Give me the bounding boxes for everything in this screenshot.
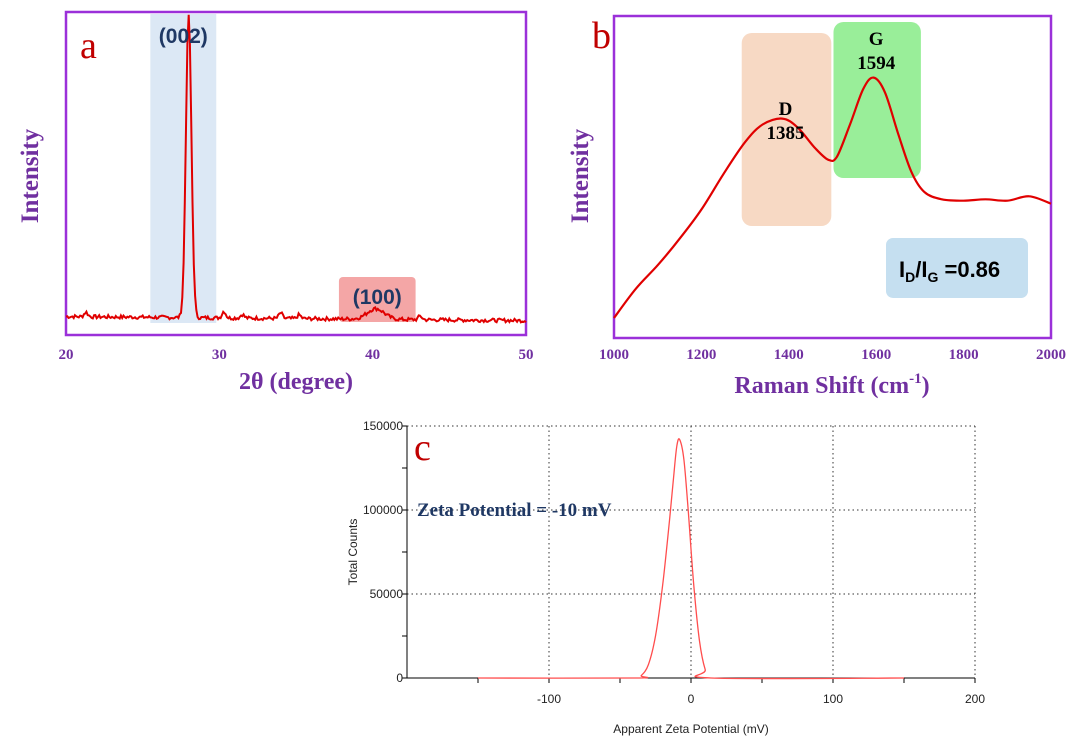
panel-c-y-tick-50000: 50000 bbox=[370, 587, 404, 601]
panel-a-peak-labels: (002) (100) bbox=[159, 25, 402, 309]
panel-a-x-tick-40: 40 bbox=[365, 347, 380, 363]
panel-c-y-ticks: 0 50000 100000 150000 bbox=[363, 419, 403, 685]
panel-b-letter: b bbox=[592, 15, 611, 57]
panel-c-x-axis-label: Apparent Zeta Potential (mV) bbox=[613, 722, 768, 736]
ratio-i1: I bbox=[899, 257, 905, 282]
panel-b-band-box-0 bbox=[741, 33, 832, 226]
panel-a-x-tick-30: 30 bbox=[212, 347, 227, 363]
panel-a-xrd-line bbox=[65, 14, 527, 324]
panel-c-x-tick--100: -100 bbox=[537, 692, 561, 706]
panel-c-y-tick-100000: 100000 bbox=[363, 503, 403, 517]
panel-a-highlight-1 bbox=[338, 277, 416, 322]
panel-b-band-labels: D 1385 G 1594 bbox=[767, 29, 896, 144]
panel-b-band-position-0: 1385 bbox=[767, 123, 805, 144]
panel-c-y-axis-label: Total Counts bbox=[346, 519, 360, 586]
panel-b-x-tick-1200: 1200 bbox=[686, 347, 716, 363]
panel-b-raman-line bbox=[613, 76, 1052, 319]
panel-a-x-ticks: 20 30 40 50 bbox=[59, 347, 534, 363]
panel-b-x-tick-1400: 1400 bbox=[774, 347, 804, 363]
panel-c-axes bbox=[402, 425, 976, 683]
panel-b-x-axis-text: Raman Shift (cm bbox=[734, 373, 909, 399]
ratio-value: =0.86 bbox=[938, 257, 1000, 282]
panel-b-x-axis-label: Raman Shift (cm-1) bbox=[734, 371, 929, 399]
panel-a-x-axis-label: 2θ (degree) bbox=[239, 369, 353, 395]
panel-b-x-tick-2000: 2000 bbox=[1036, 347, 1066, 363]
panel-c-annotation: Zeta Potential = -10 mV bbox=[417, 500, 612, 521]
panel-a-xrd: (002) (100) a 20 30 40 50 2θ (degree) Intens… bbox=[17, 10, 534, 395]
panel-c-x-tick-100: 100 bbox=[823, 692, 843, 706]
panel-b-band-name-1: G bbox=[869, 29, 884, 50]
panel-c-y-tick-150000: 150000 bbox=[363, 419, 403, 433]
panel-a-y-axis-label: Intensity bbox=[17, 128, 44, 223]
panel-a-x-tick-50: 50 bbox=[519, 347, 534, 363]
ratio-sub-g: G bbox=[927, 269, 938, 285]
panel-b-x-tick-1000: 1000 bbox=[599, 347, 629, 363]
panel-b-x-tick-1800: 1800 bbox=[949, 347, 979, 363]
panel-a-peak-label-0: (002) bbox=[159, 25, 208, 48]
panel-c-zeta: -100 0 100 200 0 50000 100000 150000 c Zeta Po… bbox=[346, 419, 985, 736]
panel-b-band-position-1: 1594 bbox=[857, 53, 896, 74]
panel-a-peak-label-1: (100) bbox=[353, 286, 402, 309]
panel-c-grid bbox=[407, 425, 976, 678]
panel-c-x-tick-0: 0 bbox=[688, 692, 695, 706]
panel-b-x-tick-1600: 1600 bbox=[861, 347, 891, 363]
panel-b-x-ticks: 1000 1200 1400 1600 1800 2000 bbox=[599, 347, 1066, 363]
panel-a-x-tick-20: 20 bbox=[59, 347, 74, 363]
panel-b-y-axis-label: Intensity bbox=[567, 128, 594, 223]
panel-b-band-name-0: D bbox=[779, 99, 793, 120]
panel-b-ratio-annotation: ID/IG =0.86 bbox=[886, 238, 1028, 298]
ratio-slash-i: /I bbox=[915, 257, 927, 282]
panel-c-y-tick-0: 0 bbox=[396, 671, 403, 685]
panel-b-x-axis-close: ) bbox=[922, 373, 930, 399]
panel-b-ratio-box bbox=[886, 238, 1028, 298]
panel-c-x-tick-200: 200 bbox=[965, 692, 985, 706]
panel-a-letter: a bbox=[80, 25, 97, 67]
panel-c-letter: c bbox=[414, 427, 431, 469]
svg-text:ID/IG =0.86: ID/IG =0.86 bbox=[899, 257, 1000, 285]
ratio-sub-d: D bbox=[905, 269, 915, 285]
panel-c-zeta-line bbox=[477, 438, 905, 680]
panel-c-x-ticks: -100 0 100 200 bbox=[537, 692, 985, 706]
panel-a-frame bbox=[64, 10, 528, 337]
panel-b-x-axis-sup: -1 bbox=[909, 371, 922, 387]
